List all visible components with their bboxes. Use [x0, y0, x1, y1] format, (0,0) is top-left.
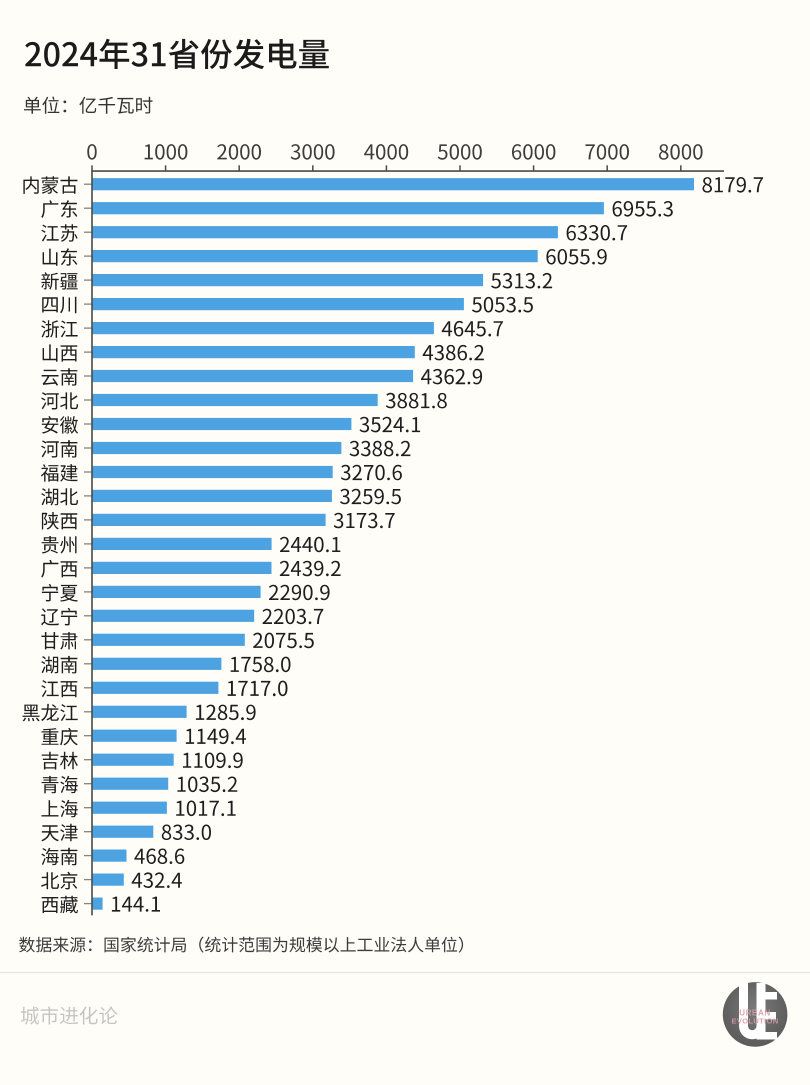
svg-text:URBAN: URBAN — [739, 1009, 770, 1018]
svg-text:EVOLUTION: EVOLUTION — [732, 1017, 779, 1026]
